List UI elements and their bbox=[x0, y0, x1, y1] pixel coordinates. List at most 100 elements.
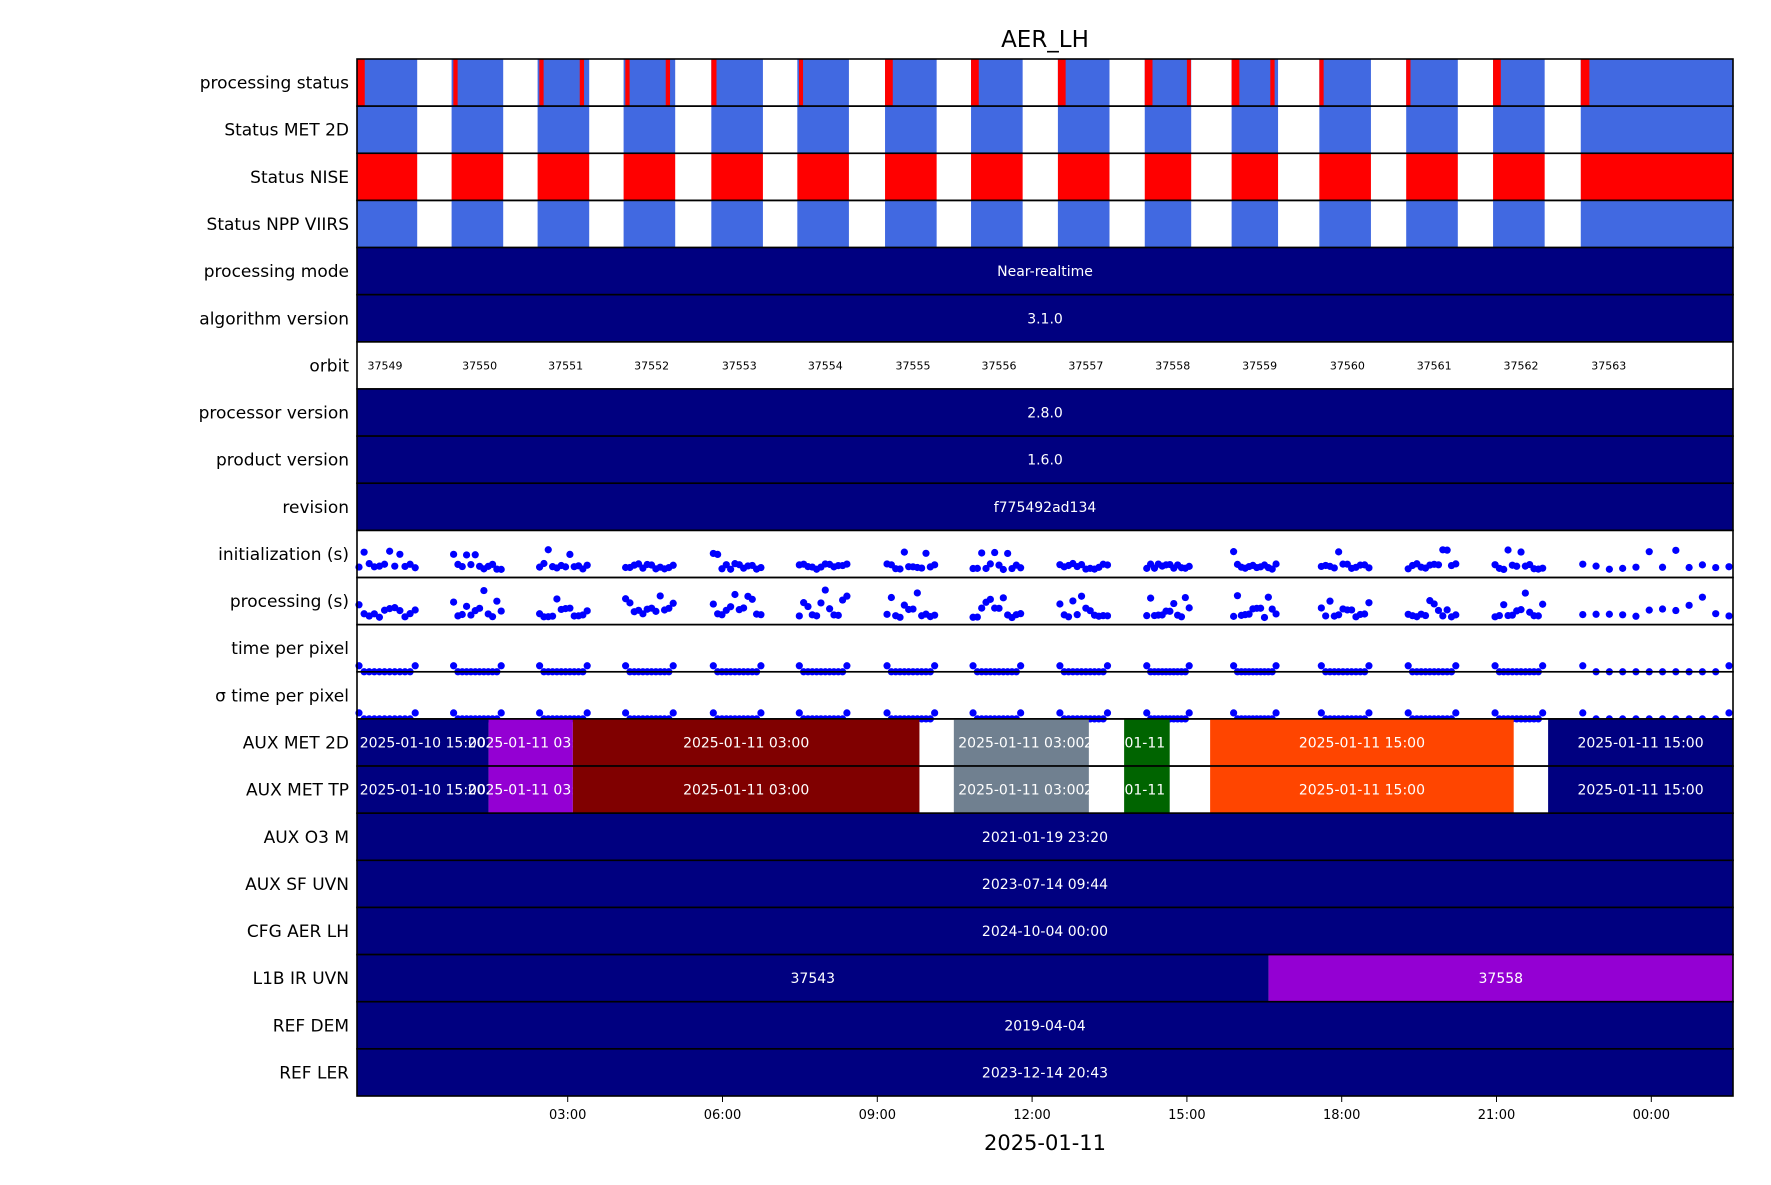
row-6: orbit 37549 37550 37551 37552 37553 37554 37555… bbox=[309, 341, 1734, 390]
data-point bbox=[396, 550, 404, 558]
segment-label: 2025-01-11 03:00 bbox=[468, 735, 594, 751]
data-point bbox=[795, 612, 803, 620]
data-point bbox=[1245, 610, 1253, 618]
row-label: AUX O3 M bbox=[264, 828, 349, 848]
segment-label: 1.6.0 bbox=[1027, 453, 1063, 469]
data-point bbox=[999, 565, 1007, 574]
data-point bbox=[795, 662, 803, 670]
data-point bbox=[1103, 561, 1112, 569]
orbit-block bbox=[357, 153, 418, 201]
orbit-block bbox=[1231, 200, 1279, 248]
x-tick-label: 15:00 bbox=[1168, 1108, 1205, 1123]
data-point bbox=[1272, 610, 1280, 618]
orbit-block bbox=[1057, 59, 1110, 107]
orbit-label: 37559 bbox=[1242, 359, 1277, 372]
orbit-label: 37552 bbox=[634, 359, 669, 372]
orbit-block bbox=[1144, 153, 1192, 201]
data-point bbox=[973, 564, 981, 572]
segment-block bbox=[953, 766, 1089, 814]
data-point bbox=[1143, 709, 1151, 717]
orbit-label: 37550 bbox=[462, 359, 497, 372]
data-point bbox=[450, 662, 458, 670]
x-tick-label: 18:00 bbox=[1323, 1108, 1360, 1123]
orbit-block bbox=[1231, 153, 1279, 201]
data-point bbox=[1495, 611, 1503, 620]
data-point bbox=[1077, 560, 1086, 569]
data-point bbox=[1230, 662, 1238, 670]
data-point bbox=[1592, 610, 1600, 618]
data-point bbox=[978, 549, 986, 557]
data-point bbox=[900, 548, 908, 556]
data-point bbox=[1272, 709, 1280, 717]
data-point bbox=[1185, 604, 1193, 612]
orbit-block bbox=[1406, 200, 1458, 248]
segment-block bbox=[488, 766, 573, 814]
row-label: orbit bbox=[309, 356, 349, 376]
data-point bbox=[931, 611, 939, 619]
data-point bbox=[488, 560, 497, 568]
data-point bbox=[1335, 611, 1343, 619]
orbit-block bbox=[1057, 200, 1110, 248]
segment-block bbox=[357, 1001, 1733, 1049]
data-point bbox=[544, 546, 552, 554]
data-point bbox=[1322, 612, 1330, 620]
row-label: processor version bbox=[199, 404, 349, 424]
orbit-block bbox=[1319, 153, 1371, 201]
data-point bbox=[748, 595, 756, 603]
data-point bbox=[1725, 709, 1733, 717]
row-label: AUX MET 2D bbox=[243, 733, 349, 753]
segment-label: 37543 bbox=[791, 971, 836, 987]
data-point bbox=[982, 564, 990, 573]
data-point bbox=[1434, 606, 1443, 615]
data-point bbox=[995, 604, 1003, 612]
data-point bbox=[978, 604, 986, 612]
data-point bbox=[1004, 549, 1012, 558]
data-point bbox=[1335, 548, 1343, 556]
data-point bbox=[1605, 610, 1613, 618]
data-point bbox=[1056, 709, 1064, 717]
orbit-block bbox=[711, 153, 763, 201]
orbit-block bbox=[1580, 59, 1733, 107]
data-point bbox=[727, 603, 735, 611]
orbit-block bbox=[711, 59, 763, 107]
segment-block bbox=[1548, 766, 1733, 814]
row-label: revision bbox=[282, 498, 349, 518]
data-point bbox=[583, 561, 591, 569]
data-point bbox=[817, 599, 825, 607]
error-mark bbox=[539, 59, 544, 107]
data-point bbox=[883, 709, 891, 717]
orbit-block bbox=[623, 200, 676, 248]
row-label: product version bbox=[216, 451, 349, 471]
error-mark bbox=[625, 59, 630, 107]
data-point bbox=[986, 560, 994, 568]
segment-block bbox=[1124, 718, 1170, 767]
data-point bbox=[991, 548, 999, 557]
data-point bbox=[583, 709, 591, 717]
row-8: product version 1.6.0 bbox=[216, 435, 1734, 485]
data-point bbox=[1534, 612, 1542, 620]
data-point bbox=[969, 709, 977, 717]
data-point bbox=[1645, 548, 1653, 556]
data-point bbox=[709, 600, 717, 608]
data-point bbox=[1017, 564, 1025, 572]
segment-label: 2024-10-04 00:00 bbox=[982, 924, 1108, 940]
data-point bbox=[757, 709, 765, 717]
row-frame bbox=[356, 529, 1734, 579]
data-point bbox=[1513, 562, 1521, 570]
segment-block bbox=[1210, 718, 1514, 767]
orbit-label: 37560 bbox=[1330, 359, 1365, 372]
data-point bbox=[669, 662, 677, 670]
data-point bbox=[1500, 565, 1508, 574]
row-label: initialization (s) bbox=[218, 545, 349, 565]
orbit-block bbox=[357, 200, 418, 248]
x-axis-label: 2025-01-11 bbox=[984, 1131, 1106, 1155]
orbit-block bbox=[1319, 106, 1371, 154]
orbit-block bbox=[885, 106, 937, 154]
x-axis: 03:00 06:00 09:00 12:00 15:00 18:00 21:00 00:00 bbox=[549, 1096, 1670, 1123]
segment-block bbox=[1124, 766, 1170, 814]
row-label: processing (s) bbox=[230, 592, 349, 612]
error-mark bbox=[1231, 59, 1240, 107]
data-point bbox=[1326, 597, 1334, 605]
